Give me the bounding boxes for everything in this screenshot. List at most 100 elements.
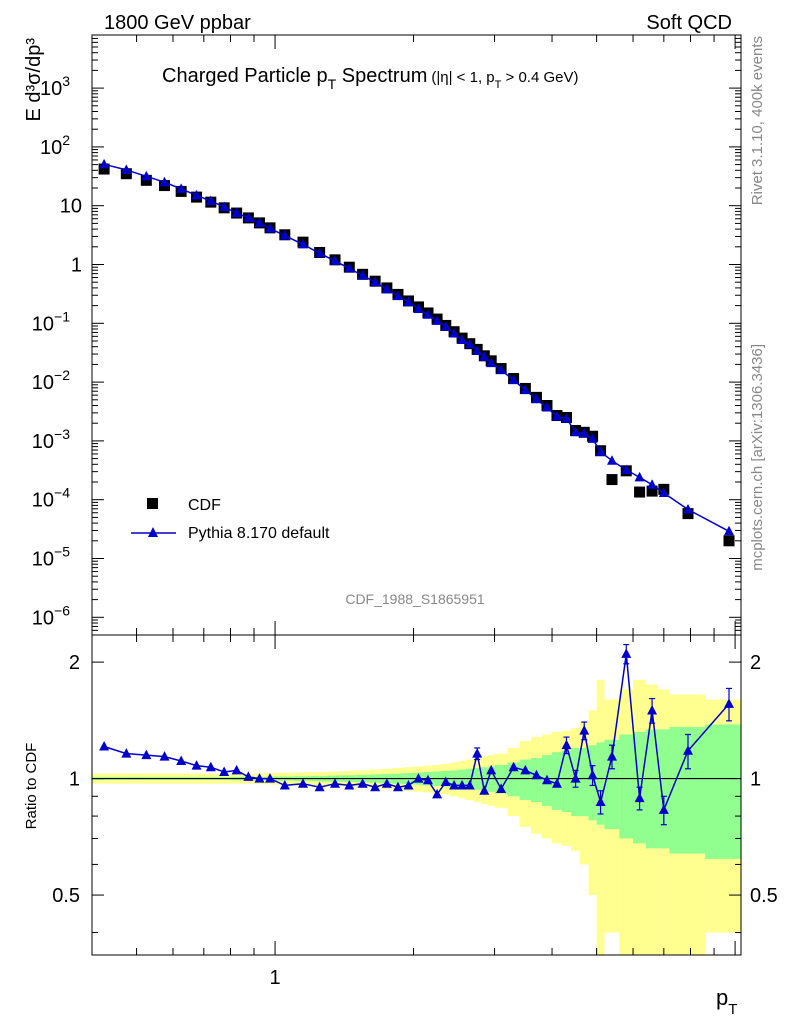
main-y-tick-base: 10 [32,431,54,453]
ratio-data-point [314,781,325,792]
pythia-data-point [370,276,381,287]
cdf-data-point [723,535,735,547]
pythia-data-point [472,345,483,355]
pythia-data-point [634,471,645,482]
rivet-version-label: Rivet 3.1.10, 400k events [749,36,766,205]
plot-title: Charged Particle pT Spectrum (|η| < 1, pT… [162,65,578,92]
pythia-data-point [595,446,606,456]
pythia-data-point [205,195,216,206]
pythia-data-point [159,176,170,187]
ratio-data-point [254,773,265,783]
ratio-data-point [579,725,590,735]
main-y-tick-base: 10 [40,137,62,159]
pythia-data-point [265,222,276,233]
ratio-data-point [587,769,598,780]
cdf-data-point [98,163,110,175]
pythia-data-point [99,158,110,169]
ratio-data-point [297,778,308,788]
uncertainty-band-stat [704,724,741,859]
ratio-data-point [457,779,468,790]
pythia-data-point [219,201,230,212]
ratio-data-point [279,779,290,790]
ratio-y-tick-label-right: 0.5 [750,885,778,907]
ratio-data-point [381,778,392,788]
main-y-tick-exp: −3 [54,426,70,442]
ratio-data-point [606,751,617,761]
main-y-axis-label: E d³σ/dp³ [23,38,45,122]
main-y-tick-label: 10−5 [32,543,70,570]
cdf-data-point [646,485,658,497]
process-label: Soft QCD [646,12,732,34]
ratio-data-point [531,769,542,780]
ratio-data-point [432,788,443,799]
main-y-tick-base: 10 [32,548,54,570]
uncertainty-band-stat [669,726,705,854]
ratio-y-tick-label: 1 [69,769,80,791]
ratio-data-point [330,778,341,788]
pythia-data-point [551,410,562,421]
pythia-data-point [541,401,552,412]
ratio-data-point [141,749,152,760]
x-tick-label: 1 [270,967,281,989]
ratio-data-point [647,704,658,715]
pythia-data-point [531,393,542,404]
uncertainty-band-stat [519,759,531,801]
pythia-data-point [647,479,658,489]
pythia-data-point [413,303,424,314]
uncertainty-band-stat [604,739,620,830]
ratio-y-tick-label-right: 1 [750,769,761,791]
ratio-axes: 0.5 0.5 1 1 2 2 1 [52,635,778,989]
main-y-tick-label: 10 [60,196,82,218]
pythia-data-point [658,487,669,498]
title-cut: (|η| < 1, p [431,69,494,86]
uncertainty-band-stat [596,742,605,825]
uncertainty-band-stat [645,729,659,849]
ratio-data-point [570,773,581,783]
legend-marker-mc [148,527,158,537]
ratio-data-point [634,792,645,803]
main-y-tick-label: 10−6 [32,602,70,629]
main-y-tick-base: 10 [40,78,62,100]
pythia-data-point [422,309,433,319]
main-y-tick-exp: −2 [54,367,70,383]
main-y-tick-base: 10 [32,607,54,629]
pythia-data-point [392,290,403,301]
main-y-tick-label: 103 [40,73,70,100]
mcplots-label: mcplots.cern.ch [arXiv:1306.3436] [749,344,766,571]
ratio-data-point [561,739,572,750]
title-sub: T [328,76,337,92]
ratio-data-point [422,774,433,785]
analysis-watermark: CDF_1988_S1865951 [345,591,485,607]
collider-label: 1800 GeV ppbar [104,12,251,34]
ratio-y-axis-label: Ratio to CDF [23,743,40,830]
ratio-panel: 0.5 0.5 1 1 2 2 1 Ratio to CDF pT [23,634,778,1018]
legend-label-mc: Pythia 8.170 default [188,525,330,542]
legend-label-data: CDF [188,497,221,514]
ratio-data-point [520,764,531,775]
ratio-data-point [541,774,552,785]
title-cut-sub: T [495,79,502,91]
main-y-tick-base: 10 [32,313,54,335]
main-y-tick-exp: −6 [54,602,70,618]
main-y-tick-base: 10 [60,196,82,218]
legend: CDF Pythia 8.170 default [131,497,330,542]
pythia-data-point [381,283,392,294]
uncertainty-band-stat [619,734,634,839]
ratio-data-point [449,779,460,790]
ratio-data-point [508,761,519,772]
pythia-data-point [724,525,735,536]
pythia-data-point [357,270,368,280]
cdf-data-point [606,474,618,486]
ratio-data-point [595,796,606,806]
pythia-data-point [486,357,497,368]
main-y-tick-label: 102 [40,132,70,159]
pythia-data-point [520,384,531,395]
ratio-data-point [191,760,202,770]
main-y-tick-exp: −5 [54,543,70,559]
ratio-data-point [370,781,381,792]
ratio-data-point [357,778,368,788]
ratio-data-point [413,773,424,783]
pythia-data-point [231,207,242,218]
pythia-data-point [606,455,617,465]
